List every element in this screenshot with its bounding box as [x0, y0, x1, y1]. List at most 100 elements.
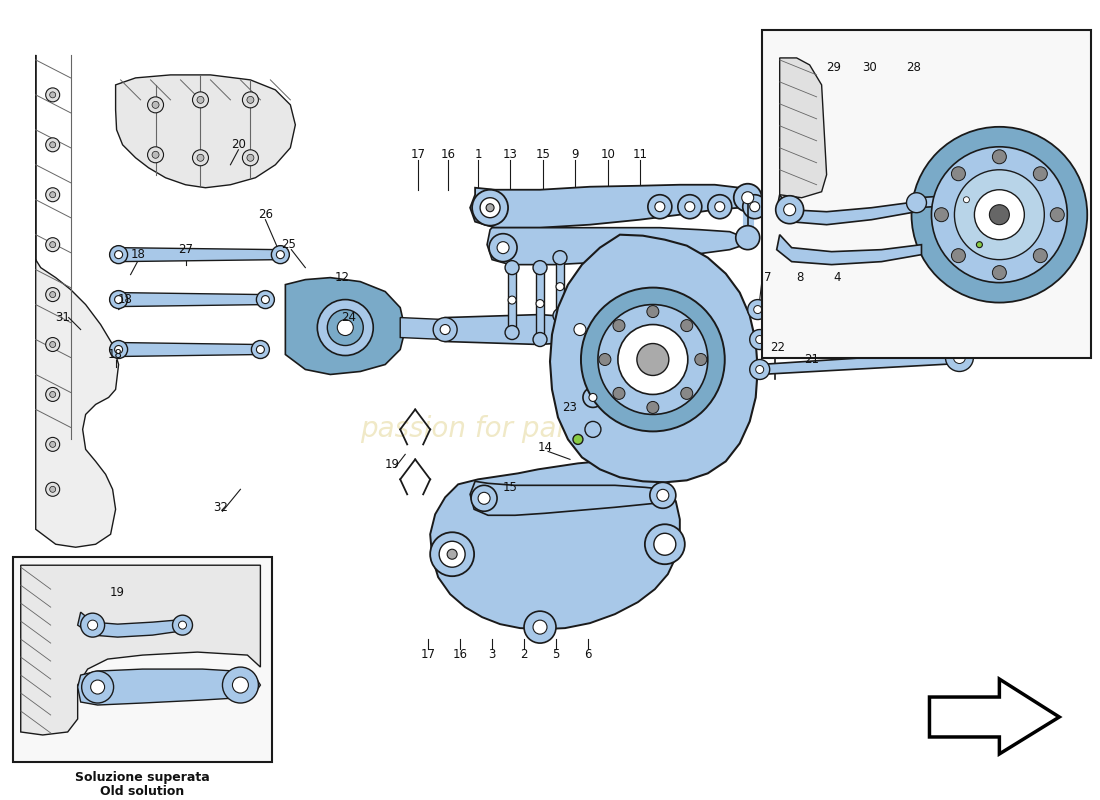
Polygon shape — [285, 278, 405, 374]
Circle shape — [650, 482, 675, 508]
Circle shape — [110, 246, 128, 264]
Circle shape — [955, 170, 1044, 260]
Polygon shape — [780, 58, 826, 198]
Circle shape — [480, 198, 501, 218]
Circle shape — [585, 422, 601, 438]
Text: 22: 22 — [770, 341, 785, 354]
Circle shape — [906, 193, 926, 213]
Circle shape — [256, 346, 264, 354]
Circle shape — [447, 550, 458, 559]
Text: 1: 1 — [474, 148, 482, 162]
Circle shape — [598, 354, 611, 366]
Text: 5: 5 — [552, 647, 560, 661]
Polygon shape — [430, 462, 680, 629]
Circle shape — [954, 351, 966, 363]
Polygon shape — [119, 293, 265, 306]
Circle shape — [50, 291, 56, 298]
Circle shape — [178, 621, 187, 629]
Circle shape — [192, 150, 209, 166]
Circle shape — [912, 127, 1087, 302]
Text: 26: 26 — [257, 208, 273, 222]
Circle shape — [242, 150, 258, 166]
Text: 10: 10 — [601, 148, 615, 162]
Circle shape — [505, 326, 519, 339]
Circle shape — [536, 299, 544, 307]
Polygon shape — [777, 234, 922, 265]
Circle shape — [637, 343, 669, 375]
Circle shape — [1033, 166, 1047, 181]
Circle shape — [192, 92, 209, 108]
Circle shape — [992, 266, 1007, 280]
Circle shape — [90, 680, 104, 694]
Text: 16: 16 — [452, 647, 468, 661]
Circle shape — [553, 250, 566, 265]
Text: 21: 21 — [804, 353, 820, 366]
Circle shape — [246, 96, 254, 103]
Circle shape — [88, 620, 98, 630]
Circle shape — [478, 492, 491, 504]
Circle shape — [654, 202, 664, 212]
Circle shape — [750, 202, 760, 212]
Circle shape — [715, 202, 725, 212]
Polygon shape — [487, 228, 745, 265]
Circle shape — [952, 249, 966, 262]
Circle shape — [50, 192, 56, 198]
Circle shape — [534, 620, 547, 634]
Circle shape — [471, 486, 497, 511]
Bar — [13, 558, 273, 762]
Circle shape — [581, 288, 725, 431]
Circle shape — [46, 88, 59, 102]
Circle shape — [954, 315, 966, 327]
Text: 28: 28 — [906, 62, 921, 74]
Polygon shape — [550, 234, 758, 482]
Circle shape — [958, 192, 975, 208]
Circle shape — [114, 346, 122, 354]
Text: 18: 18 — [131, 248, 146, 261]
Circle shape — [232, 677, 249, 693]
Circle shape — [197, 154, 204, 162]
Circle shape — [46, 482, 59, 496]
Circle shape — [653, 534, 675, 555]
Text: 17: 17 — [420, 647, 436, 661]
Circle shape — [50, 142, 56, 148]
Circle shape — [497, 242, 509, 254]
Circle shape — [50, 486, 56, 492]
Circle shape — [46, 438, 59, 451]
Circle shape — [685, 202, 695, 212]
Circle shape — [50, 92, 56, 98]
Circle shape — [46, 338, 59, 351]
Circle shape — [756, 366, 763, 374]
Circle shape — [750, 330, 770, 350]
Polygon shape — [758, 278, 959, 314]
Text: 2: 2 — [520, 647, 528, 661]
Circle shape — [573, 434, 583, 444]
Circle shape — [776, 196, 804, 224]
Polygon shape — [119, 248, 280, 262]
Text: 18: 18 — [118, 293, 133, 306]
Polygon shape — [777, 194, 916, 225]
Text: 29: 29 — [826, 62, 842, 74]
Text: 8: 8 — [796, 271, 803, 284]
Circle shape — [946, 270, 974, 298]
Circle shape — [252, 341, 270, 358]
Circle shape — [989, 205, 1010, 225]
Polygon shape — [536, 268, 544, 339]
Circle shape — [246, 154, 254, 162]
Circle shape — [505, 261, 519, 274]
Circle shape — [256, 290, 274, 309]
Circle shape — [524, 611, 556, 643]
Text: Soluzione superata: Soluzione superata — [75, 771, 210, 785]
Circle shape — [50, 391, 56, 398]
Circle shape — [50, 442, 56, 447]
Polygon shape — [760, 315, 959, 345]
Circle shape — [647, 402, 659, 414]
Circle shape — [242, 92, 258, 108]
Circle shape — [975, 190, 1024, 240]
Text: 30: 30 — [862, 62, 877, 74]
Circle shape — [678, 194, 702, 218]
Text: 4: 4 — [834, 271, 842, 284]
Text: 3: 3 — [488, 647, 496, 661]
Circle shape — [952, 166, 966, 181]
Circle shape — [954, 278, 966, 290]
Circle shape — [681, 320, 693, 331]
